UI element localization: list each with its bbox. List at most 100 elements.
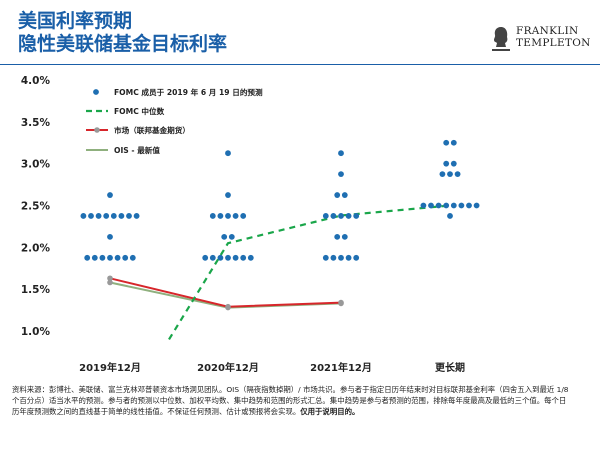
fomc-dot (458, 202, 465, 209)
fomc-dot (439, 171, 446, 178)
fomc-dot (454, 171, 461, 178)
y-tick-label: 1.0% (21, 326, 51, 338)
fomc-dot (330, 213, 337, 219)
series-line (109, 277, 342, 308)
fomc-dot (225, 213, 231, 219)
fomc-dot (247, 254, 254, 261)
fomc-dot (473, 202, 480, 209)
fomc-dot (443, 202, 450, 209)
legend-label: FOMC 中位数 (114, 106, 165, 116)
fomc-dot (110, 213, 117, 219)
fomc-dot (91, 254, 98, 261)
legend-label: FOMC 成员于 2019 年 6 月 19 日的预测 (114, 87, 263, 97)
fomc-dot (209, 213, 216, 219)
x-tick-label: 更长期 (435, 361, 465, 373)
y-tick-label: 3.0% (21, 159, 51, 171)
fomc-dot (353, 213, 360, 219)
fomc-dot (240, 254, 247, 261)
bust-logo-icon (492, 27, 510, 51)
fomc-dot (107, 233, 113, 240)
page-title: 美国利率预期 隐性美联储基金目标利率 (18, 10, 227, 56)
franklin-templeton-logo: FRANKLIN TEMPLETON (488, 24, 598, 52)
fomc-dot (225, 192, 231, 198)
fomc-dot (322, 254, 329, 261)
fomc-dot (428, 202, 434, 209)
title-line-2: 隐性美联储基金目标利率 (18, 33, 228, 55)
fomc-dot (228, 233, 235, 240)
fomc-dot (107, 192, 113, 198)
fomc-dot (232, 213, 239, 219)
fomc-dot (345, 213, 352, 219)
x-tick-label: 2021年12月 (310, 361, 372, 373)
fomc-dot (240, 213, 247, 219)
fomc-dot (133, 213, 140, 219)
legend-label: 市场（联邦基金期货） (114, 125, 190, 135)
fomc-dot (202, 254, 209, 261)
fomc-dot (338, 171, 344, 178)
fomc-dot (330, 254, 337, 261)
fomc-dot (450, 202, 457, 209)
fomc-dot (353, 254, 360, 261)
fomc-dot (114, 254, 121, 261)
fomc-dot (322, 213, 329, 219)
fomc-dot (88, 213, 94, 219)
logo-line-2: TEMPLETON (516, 37, 591, 49)
fomc-dot (84, 254, 91, 261)
fomc-dot (447, 171, 453, 178)
series-marker (107, 275, 113, 282)
fomc-dot (420, 202, 427, 209)
fomc-dot (334, 233, 341, 240)
fomc-dot (435, 202, 442, 209)
footnote-bold: 仅用于说明目的。 (300, 407, 360, 416)
fomc-dot (450, 160, 457, 167)
fomc-dot (107, 254, 113, 261)
fomc-dot (217, 254, 224, 261)
y-tick-label: 3.5% (21, 117, 51, 129)
y-tick-label: 4.0% (21, 75, 51, 87)
fomc-dot (443, 160, 450, 167)
series-line (168, 204, 451, 340)
fed-rate-chart: 4.0% 3.5% 3.0% 2.5% 2.0% 1.5% 1.0% 2019年12月 2020… (21, 75, 480, 373)
fomc-dot (95, 213, 102, 219)
header-divider (0, 64, 600, 65)
fomc-dot (217, 213, 224, 219)
legend-market-marker (94, 127, 100, 133)
series-marker (225, 303, 231, 310)
series-marker (338, 299, 344, 306)
x-tick-label: 2020年12月 (197, 361, 259, 373)
footnote-text: 资料来源：彭博社、美联储、富兰克林邓普顿资本市场洞见团队。OIS（隔夜指数掉期）… (12, 385, 569, 416)
fomc-dot (447, 213, 453, 219)
fomc-dot (126, 213, 132, 219)
fomc-dot (341, 233, 348, 240)
fomc-dot (225, 254, 231, 261)
fomc-dot (209, 254, 216, 261)
fomc-dot (80, 213, 87, 219)
legend-dot-marker (93, 89, 99, 95)
series-marker (107, 279, 113, 286)
fomc-dot (345, 254, 352, 261)
fomc-dot (99, 254, 106, 261)
fomc-dot (338, 254, 344, 261)
fomc-dot (122, 254, 129, 261)
title-line-1: 美国利率预期 (18, 10, 133, 32)
y-tick-label: 2.5% (21, 201, 51, 213)
fomc-dot (103, 213, 110, 219)
logo-line-1: FRANKLIN (516, 25, 579, 37)
fomc-dot (450, 139, 457, 146)
y-tick-label: 2.0% (21, 242, 51, 254)
fomc-dot (334, 192, 341, 198)
fomc-dot (466, 202, 472, 209)
fomc-dot (129, 254, 136, 261)
y-tick-label: 1.5% (21, 284, 51, 296)
footnote: 资料来源：彭博社、美联储、富兰克林邓普顿资本市场洞见团队。OIS（隔夜指数掉期）… (12, 384, 572, 417)
fomc-dot (221, 233, 228, 240)
x-tick-label: 2019年12月 (79, 361, 141, 373)
fomc-dot (232, 254, 239, 261)
legend-label: OIS - 最新值 (114, 145, 160, 155)
fomc-dot (443, 139, 450, 146)
fomc-dot (341, 192, 348, 198)
fomc-dot (338, 150, 344, 157)
fomc-dot (118, 213, 125, 219)
fomc-dot (225, 150, 231, 157)
fomc-dot (338, 213, 344, 219)
